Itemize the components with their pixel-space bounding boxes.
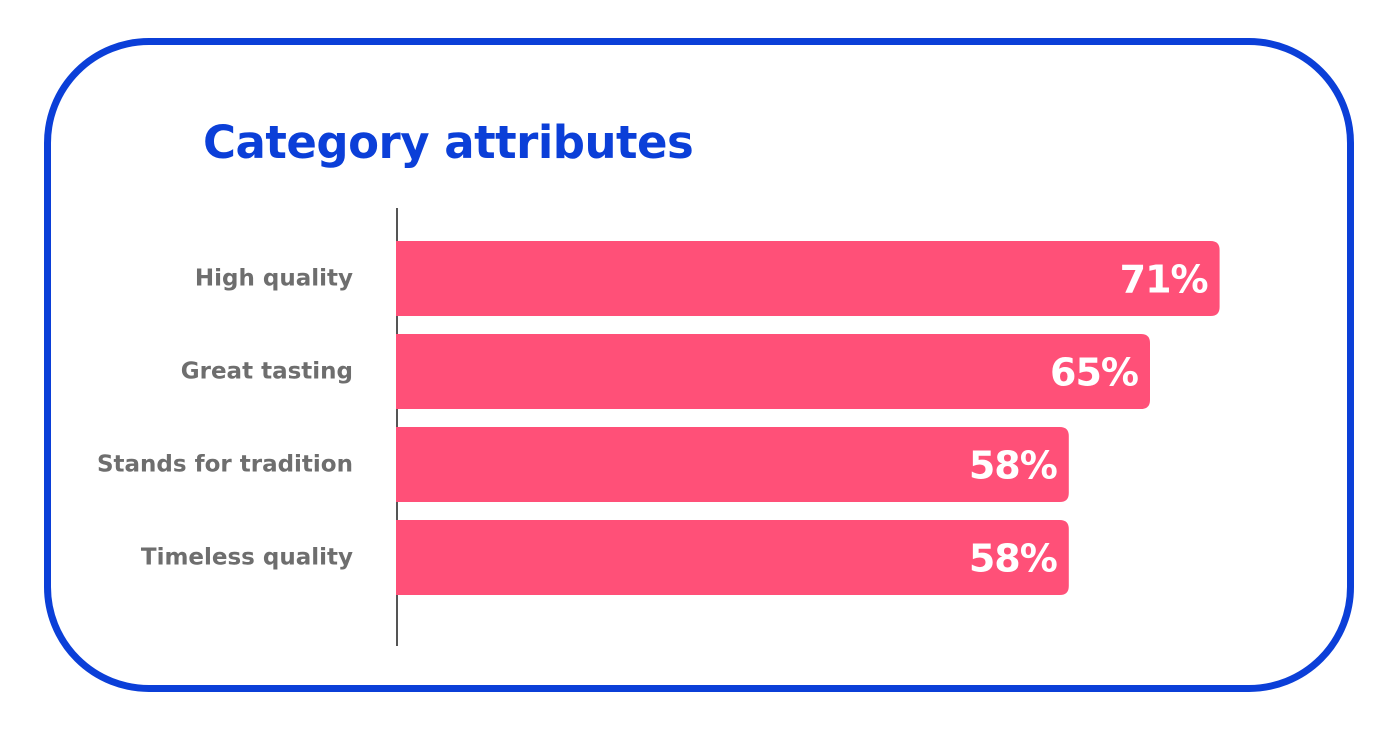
category-label: Great tasting xyxy=(181,359,353,385)
value-label: 71% xyxy=(1120,258,1208,302)
bar-great-tasting xyxy=(396,334,1150,409)
bars-group: High quality 71% Great tasting 65% Stands fo… xyxy=(97,241,1220,595)
category-label: Stands for tradition xyxy=(97,452,353,478)
category-label: Timeless quality xyxy=(141,545,353,571)
value-label: 65% xyxy=(1050,351,1138,395)
chart-title: Category attributes xyxy=(203,116,694,169)
value-label: 58% xyxy=(969,537,1057,581)
value-label: 58% xyxy=(969,444,1057,488)
bar-stands-for-tradition xyxy=(396,427,1069,502)
bar-timeless-quality xyxy=(396,520,1069,595)
bar-high-quality xyxy=(396,241,1220,316)
category-label: High quality xyxy=(195,266,353,292)
